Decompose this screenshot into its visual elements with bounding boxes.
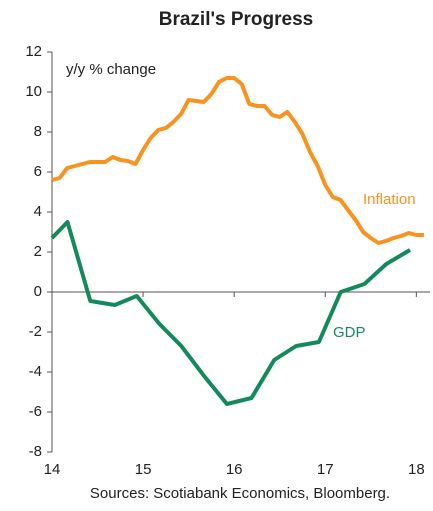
y-tick-label: -2 xyxy=(29,323,42,340)
y-tick-label: 8 xyxy=(34,123,42,140)
y-axis-label: y/y % change xyxy=(66,61,156,78)
y-tick-label: 10 xyxy=(25,83,42,100)
series-label: GDP xyxy=(333,324,366,341)
y-tick-label: 12 xyxy=(25,43,42,60)
x-tick-label: 16 xyxy=(226,461,243,478)
x-tick-label: 17 xyxy=(317,461,334,478)
x-tick-label: 18 xyxy=(408,461,425,478)
y-tick-label: 4 xyxy=(34,203,42,220)
x-tick-label: 14 xyxy=(44,461,61,478)
x-tick-label: 15 xyxy=(135,461,152,478)
y-tick-label: -4 xyxy=(29,363,42,380)
series-label: Inflation xyxy=(363,191,416,208)
series-line xyxy=(50,220,412,406)
y-tick-label: -8 xyxy=(29,443,42,460)
y-tick-label: 0 xyxy=(34,283,42,300)
y-tick-label: -6 xyxy=(29,403,42,420)
y-tick-label: 2 xyxy=(34,243,42,260)
y-tick-label: 6 xyxy=(34,163,42,180)
chart-title: Brazil's Progress xyxy=(159,9,313,30)
series-line xyxy=(51,76,424,245)
source: Sources: Scotiabank Economics, Bloomberg… xyxy=(90,485,390,502)
